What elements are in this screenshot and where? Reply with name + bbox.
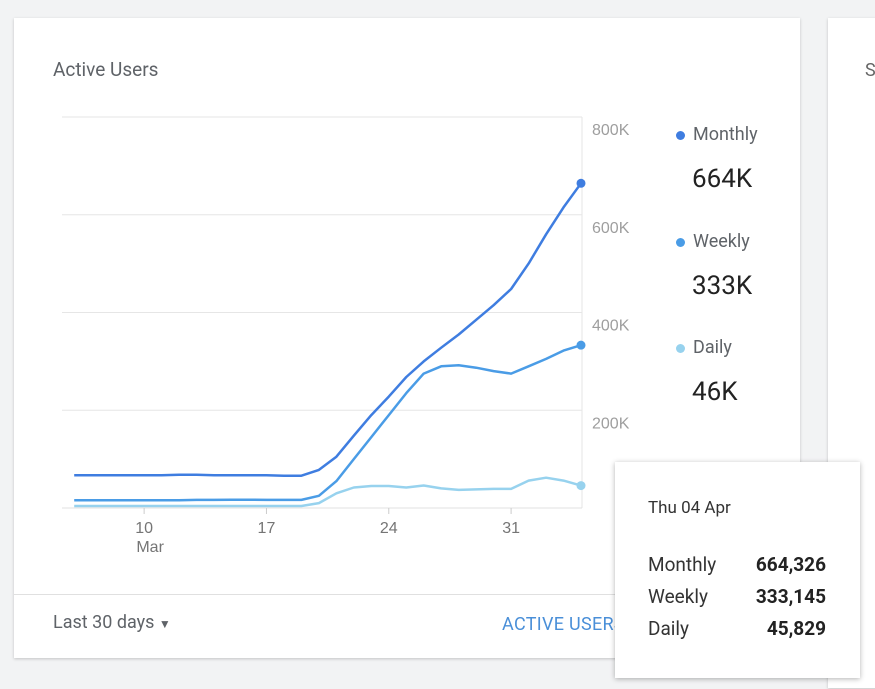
series-line [74, 182, 583, 477]
x-tick-label: 24 [380, 520, 398, 537]
series-line [74, 344, 582, 502]
legend-name: Daily [693, 337, 732, 358]
end-point [576, 340, 586, 350]
legend-dot [676, 237, 685, 247]
y-tick-label: 800K [592, 122, 630, 139]
tooltip-name: Weekly [648, 585, 708, 608]
y-tick-label: 400K [592, 318, 630, 335]
legend-dot [676, 131, 685, 140]
legend-value: 333K [692, 270, 753, 301]
tooltip-value: 333,145 [755, 585, 826, 608]
x-tick-label: 10 [135, 520, 153, 537]
tooltip-name: Daily [648, 617, 690, 640]
tooltip-title: Thu 04 Apr [648, 498, 731, 518]
legend-dot [676, 344, 685, 353]
x-tick-month: Mar [136, 539, 164, 556]
end-point [576, 178, 586, 188]
tooltip-value: 45,829 [766, 617, 826, 640]
series-line [74, 476, 582, 508]
y-tick-label: 200K [592, 415, 630, 432]
end-point [576, 481, 586, 491]
legend-name: Weekly [693, 230, 750, 252]
y-tick-label: 600K [592, 220, 630, 237]
x-tick-label: 31 [502, 520, 520, 537]
divider [14, 594, 800, 595]
card-title: Active Users [53, 58, 159, 81]
side-card-title: S [865, 60, 875, 81]
legend-name: Monthly [693, 124, 758, 145]
tooltip-name: Monthly [648, 553, 717, 576]
range-label: Last 30 days [53, 612, 155, 633]
dropdown-arrow: ▼ [158, 617, 171, 631]
legend-value: 46K [692, 377, 738, 407]
x-tick-label: 17 [258, 520, 276, 537]
tooltip: Thu 04 Apr Monthly 664,326 Weekly 333,145 Da… [615, 462, 860, 678]
range-selector[interactable]: Last 30 days ▼ [53, 612, 171, 633]
legend-value: 664K [692, 164, 753, 194]
tooltip-value: 664,326 [755, 553, 826, 576]
